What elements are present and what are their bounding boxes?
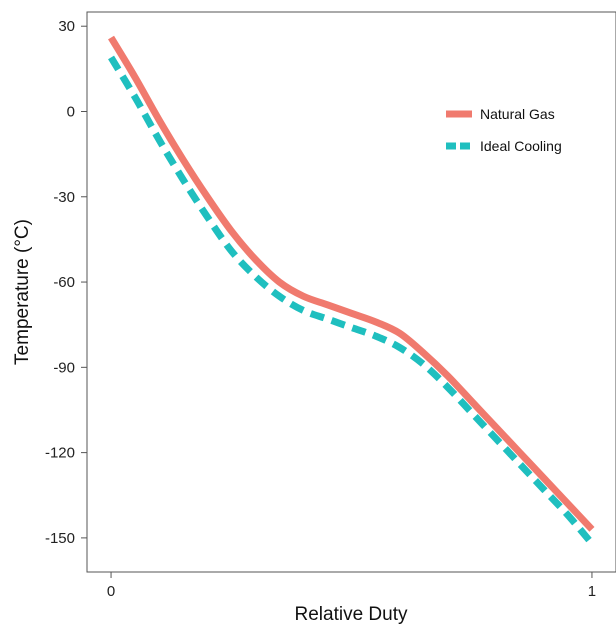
legend-label: Natural Gas	[480, 106, 555, 122]
x-axis-title: Relative Duty	[295, 604, 408, 624]
y-tick-label: -150	[45, 530, 75, 547]
series-line-natural-gas	[108, 35, 595, 532]
series-layer	[108, 35, 595, 546]
y-tick-label: 0	[67, 103, 75, 120]
y-tick-label: -30	[53, 189, 75, 206]
y-axis-title: Temperature (°C)	[12, 219, 33, 365]
y-tick-label: -120	[45, 445, 75, 462]
y-tick-label: -90	[53, 359, 75, 376]
plot-frame	[86, 11, 616, 573]
y-axis: 30 0 -30 -60 -90 -120 -150	[45, 18, 87, 547]
x-tick-label: 1	[588, 583, 596, 600]
x-tick-label: 0	[107, 583, 115, 600]
y-tick-label: 30	[58, 18, 75, 35]
series-line-ideal-cooling	[108, 55, 595, 546]
y-tick-label: -60	[53, 274, 75, 291]
legend: Natural Gas Ideal Cooling	[446, 106, 562, 154]
legend-label: Ideal Cooling	[480, 138, 562, 154]
